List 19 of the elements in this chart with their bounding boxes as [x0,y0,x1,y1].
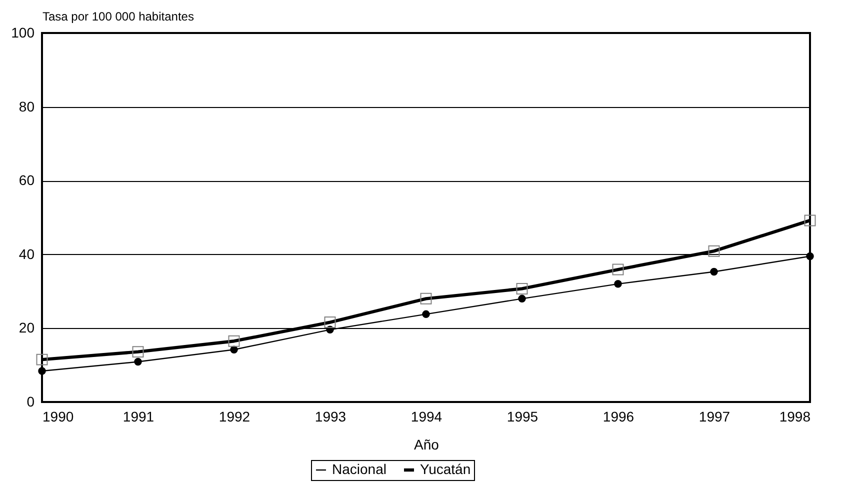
x-tick-label: 1996 [602,408,634,424]
x-tick-label: 1994 [410,408,442,424]
legend-label: Yucatán [420,461,471,477]
y-tick-label: 40 [18,246,35,262]
legend-label: Nacional [332,461,386,477]
x-tick-label: 1991 [122,408,154,424]
y-tick-label: 0 [26,394,35,410]
y-tick-label: 60 [18,172,35,188]
y-tick-label: 20 [18,320,35,336]
y-tick-label: 80 [18,98,35,114]
y-tick-label: 100 [11,24,35,40]
y-axis-title: Tasa por 100 000 habitantes [42,10,194,24]
x-axis-title: Año [414,436,440,452]
x-tick-label: 1998 [779,408,811,424]
x-tick-label: 1995 [506,408,538,424]
x-tick-label: 1992 [218,408,250,424]
x-tick-label: 1990 [42,408,74,424]
x-tick-label: 1997 [698,408,730,424]
x-tick-label: 1993 [314,408,346,424]
